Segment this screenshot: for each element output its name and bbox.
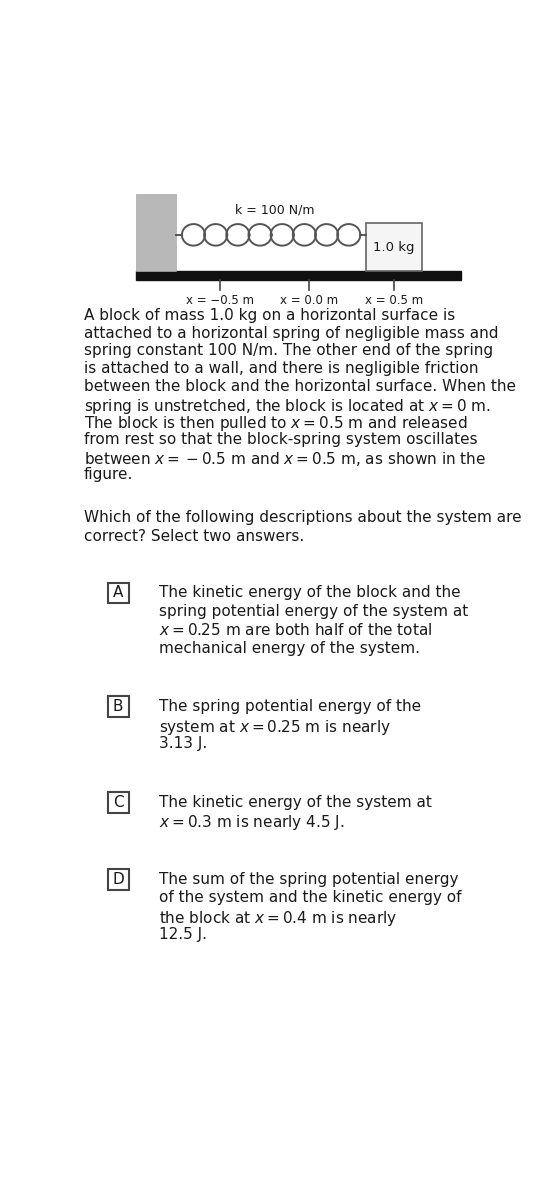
Text: system at $x = 0.25$ m is nearly: system at $x = 0.25$ m is nearly <box>159 718 391 737</box>
Text: D: D <box>112 872 124 887</box>
Text: Which of the following descriptions about the system are: Which of the following descriptions abou… <box>84 510 521 524</box>
Text: The kinetic energy of the block and the: The kinetic energy of the block and the <box>159 586 461 600</box>
Text: attached to a horizontal spring of negligible mass and: attached to a horizontal spring of negli… <box>84 325 498 341</box>
Text: $x = 0.25$ m are both half of the total: $x = 0.25$ m are both half of the total <box>159 622 432 638</box>
Bar <box>108 869 128 889</box>
Text: figure.: figure. <box>84 467 133 482</box>
Text: x = 0.0 m: x = 0.0 m <box>279 294 338 307</box>
Text: mechanical energy of the system.: mechanical energy of the system. <box>159 641 420 655</box>
Text: $x = 0.3$ m is nearly 4.5 J.: $x = 0.3$ m is nearly 4.5 J. <box>159 814 345 832</box>
Bar <box>366 223 422 271</box>
Text: The sum of the spring potential energy: The sum of the spring potential energy <box>159 871 459 887</box>
Text: k = 100 N/m: k = 100 N/m <box>235 204 315 217</box>
Text: spring is unstretched, the block is located at $x = 0$ m.: spring is unstretched, the block is loca… <box>84 396 491 415</box>
Text: 3.13 J.: 3.13 J. <box>159 736 207 751</box>
Text: The kinetic energy of the system at: The kinetic energy of the system at <box>159 794 432 810</box>
Bar <box>136 271 461 280</box>
Text: from rest so that the block-spring system oscillates: from rest so that the block-spring syste… <box>84 432 478 446</box>
Text: x = 0.5 m: x = 0.5 m <box>365 294 423 307</box>
Text: the block at $x = 0.4$ m is nearly: the block at $x = 0.4$ m is nearly <box>159 908 398 928</box>
Text: x = −0.5 m: x = −0.5 m <box>185 294 254 307</box>
Text: correct? Select two answers.: correct? Select two answers. <box>84 529 304 544</box>
Bar <box>108 582 128 604</box>
Text: spring constant 100 N/m. The other end of the spring: spring constant 100 N/m. The other end o… <box>84 343 493 359</box>
Text: C: C <box>113 794 123 810</box>
Bar <box>108 792 128 812</box>
Text: is attached to a wall, and there is negligible friction: is attached to a wall, and there is negl… <box>84 361 478 376</box>
Text: between the block and the horizontal surface. When the: between the block and the horizontal sur… <box>84 379 516 394</box>
Text: of the system and the kinetic energy of: of the system and the kinetic energy of <box>159 890 461 905</box>
Text: between $x = -0.5$ m and $x = 0.5$ m, as shown in the: between $x = -0.5$ m and $x = 0.5$ m, as… <box>84 450 486 468</box>
Text: 12.5 J.: 12.5 J. <box>159 928 207 942</box>
Text: spring potential energy of the system at: spring potential energy of the system at <box>159 604 468 619</box>
Text: B: B <box>113 700 123 714</box>
Text: A block of mass 1.0 kg on a horizontal surface is: A block of mass 1.0 kg on a horizontal s… <box>84 308 455 323</box>
Text: The spring potential energy of the: The spring potential energy of the <box>159 700 421 714</box>
Text: A: A <box>113 586 123 600</box>
Text: The block is then pulled to $x = 0.5$ m and released: The block is then pulled to $x = 0.5$ m … <box>84 414 468 433</box>
Bar <box>136 194 176 271</box>
Bar <box>108 696 128 718</box>
Text: 1.0 kg: 1.0 kg <box>373 241 415 253</box>
